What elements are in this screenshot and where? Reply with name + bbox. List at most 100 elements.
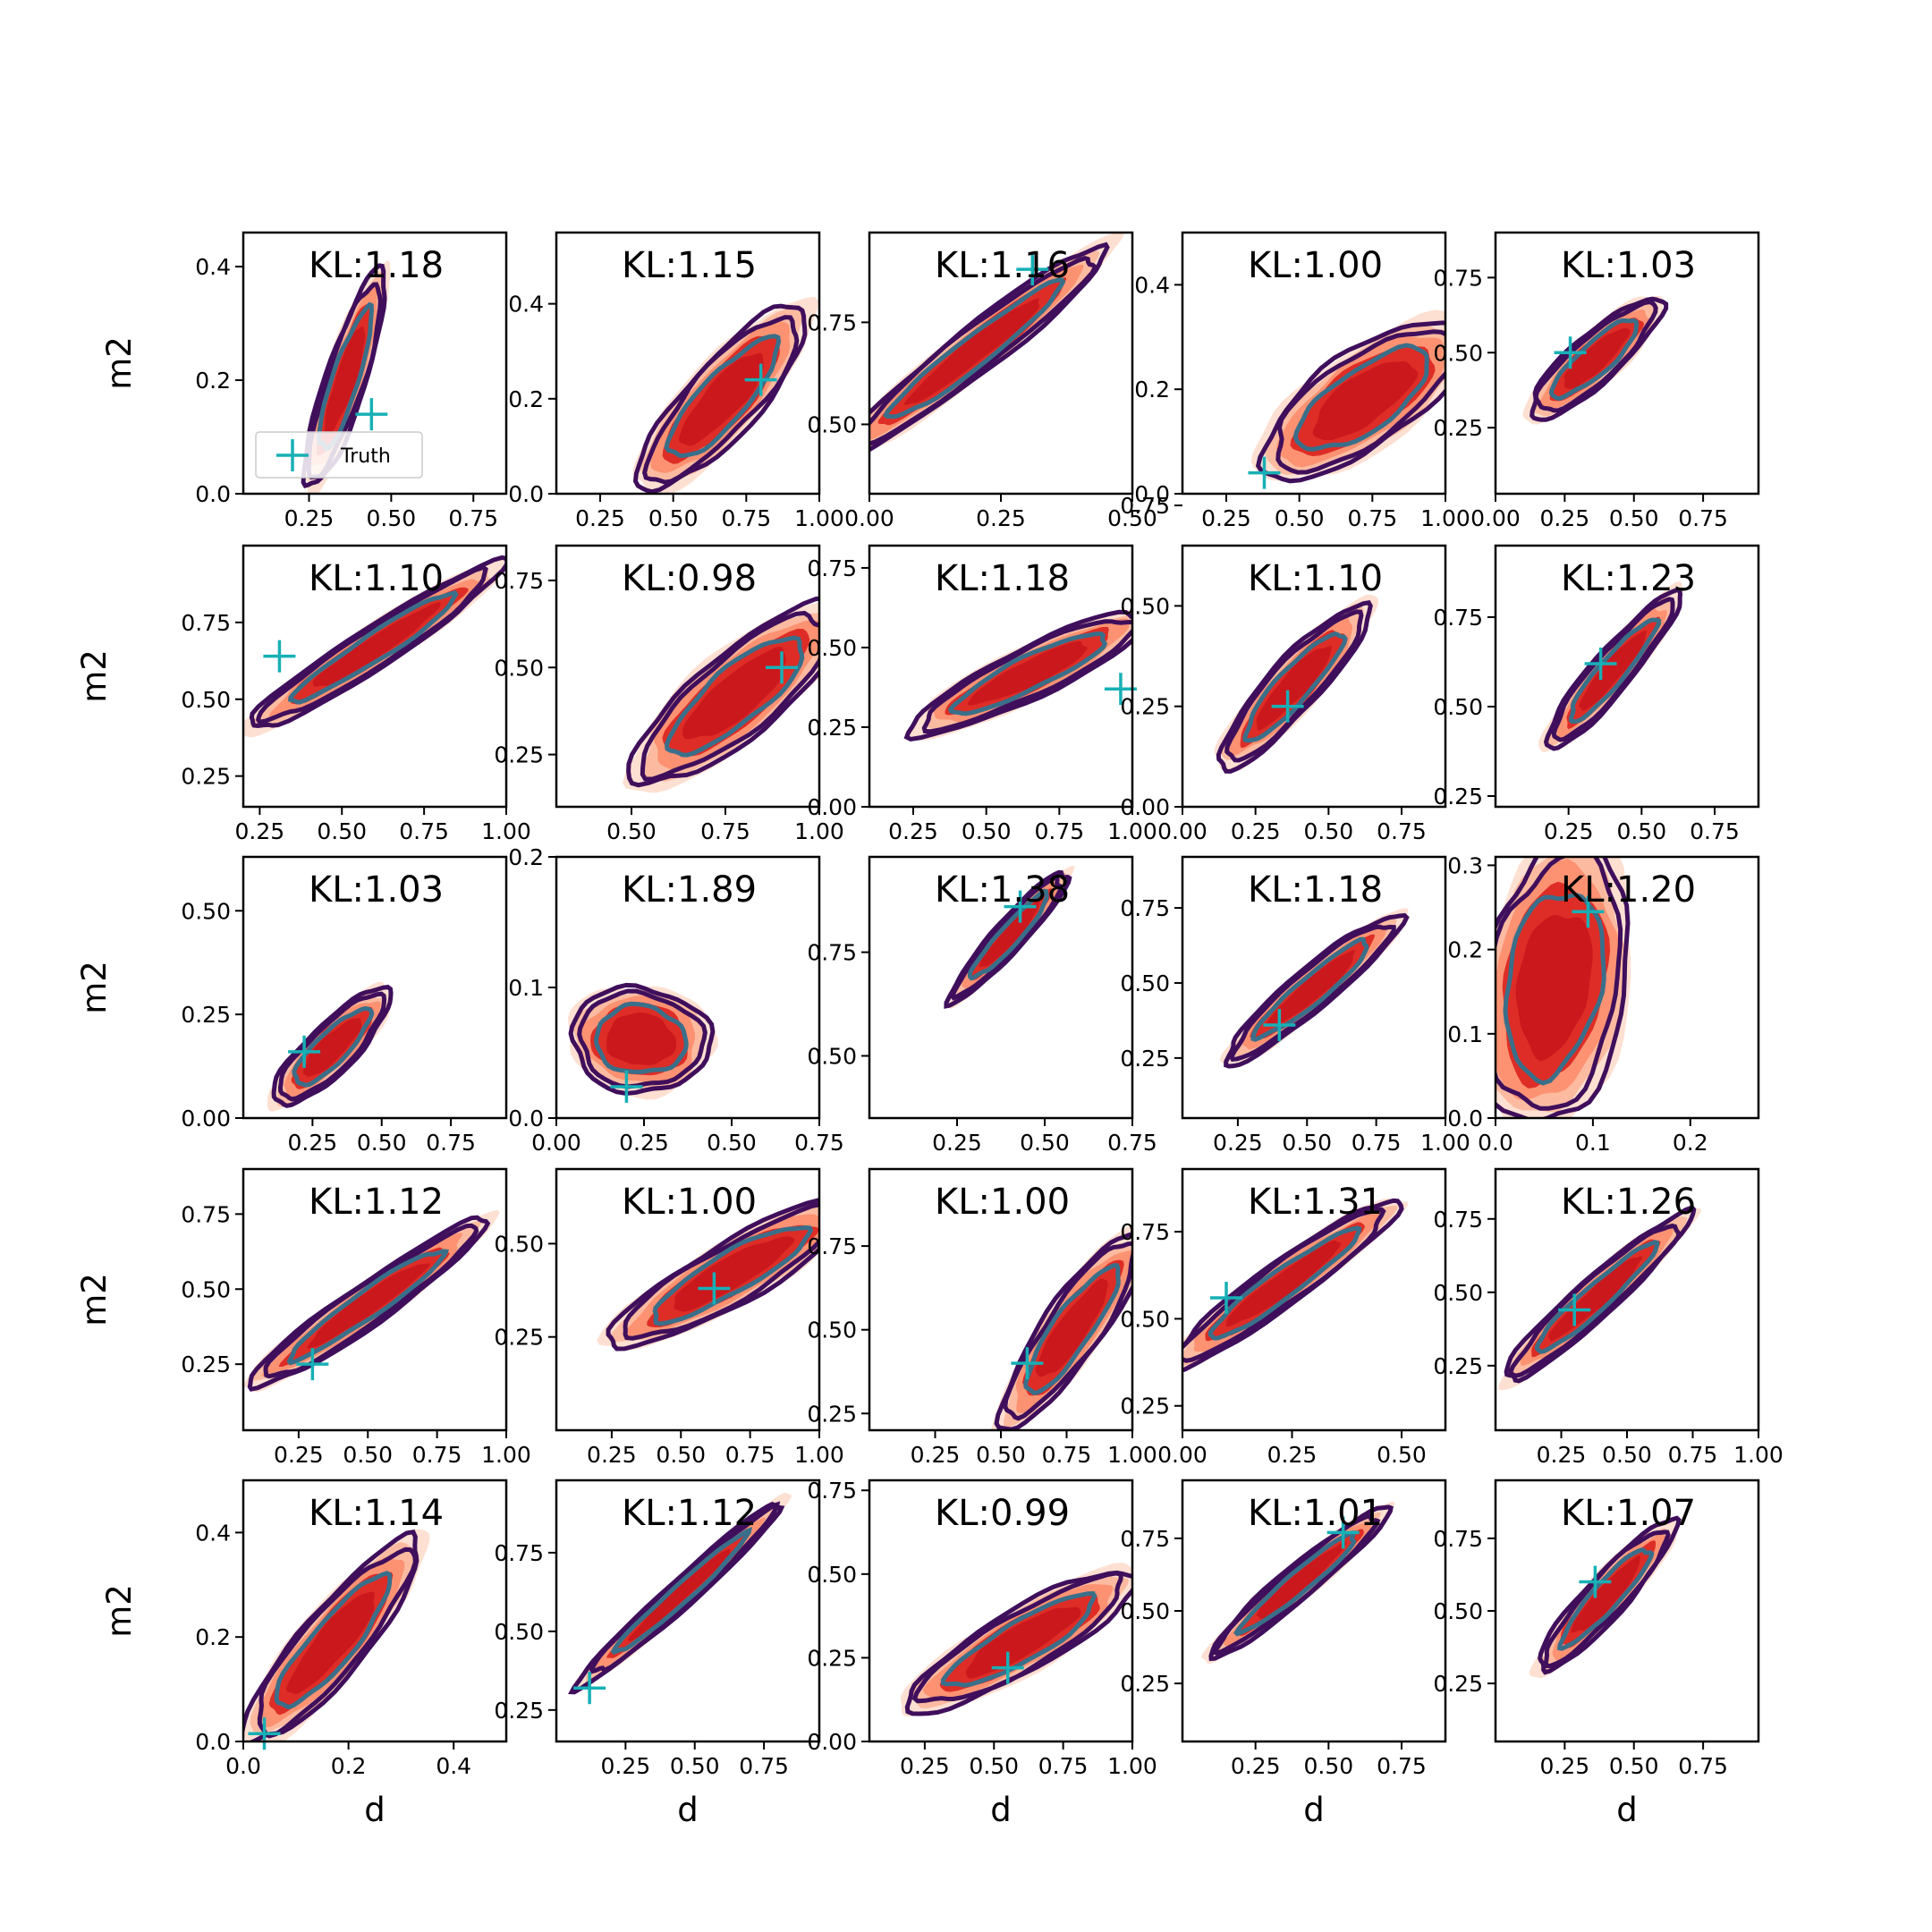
truth-marker	[610, 1070, 643, 1103]
density-level-5	[286, 1591, 375, 1695]
truth-marker	[1579, 1565, 1612, 1598]
x-tick-label: 0.75	[1038, 1753, 1089, 1779]
y-tick-label: 0.2	[1134, 377, 1170, 402]
truth-marker	[698, 1272, 731, 1305]
axes-frame	[1181, 1167, 1447, 1432]
x-tick-label: 0.50	[606, 818, 657, 844]
panel-2-4: 0.0 0.1 0.2 0.0 0.1 0.2 0.3 KL:1.20	[1447, 852, 1760, 1156]
x-tick-label: 1.00	[794, 505, 844, 531]
x-tick-label: 0.25	[900, 1753, 950, 1779]
axes-frame	[555, 1479, 821, 1743]
density-contours	[1498, 1205, 1702, 1391]
truth-marker	[1248, 456, 1281, 489]
panel-2-2: 0.25 0.50 0.75 0.50 0.75 KL:1.38	[807, 855, 1157, 1156]
y-tick-label: 0.25	[807, 715, 857, 741]
x-tick-label: 0.50	[1609, 505, 1659, 531]
x-tick-label: 0.75	[725, 1442, 775, 1468]
density-contours	[869, 233, 1124, 461]
contour-outer-2	[869, 255, 1098, 450]
y-tick-label: 0.25	[1433, 1353, 1483, 1379]
contour-outer-2	[1551, 597, 1675, 742]
contour-outer-2	[257, 1546, 418, 1739]
density-contours	[1529, 1515, 1682, 1679]
x-tick-label: 0.50	[1609, 1753, 1659, 1779]
x-tick-label: 0.4	[436, 1753, 471, 1779]
x-tick-label: 1.00	[1420, 1130, 1470, 1156]
contour-outer-1	[903, 609, 1132, 742]
y-tick-label: 0.75	[1433, 265, 1483, 291]
x-tick-label: 1.00	[1733, 1442, 1784, 1468]
contour-outer-2	[949, 875, 1063, 1001]
x-tick-label: 0.50	[656, 1442, 706, 1468]
density-level-5	[965, 1606, 1081, 1679]
y-tick-label: 0.00	[181, 1106, 231, 1131]
axes-frame	[1494, 855, 1760, 1120]
contour-outer-1	[1255, 320, 1445, 484]
y-tick-label: 0.75	[1120, 1219, 1170, 1245]
y-tick-label: 0.25	[1120, 1046, 1170, 1072]
truth-marker	[1572, 895, 1605, 928]
y-tick-label: 0.1	[1447, 1021, 1483, 1047]
x-tick-label: 0.75	[1034, 818, 1084, 844]
density-level-5	[627, 1548, 731, 1641]
kl-label: KL:1.00	[1248, 245, 1383, 286]
contour-outer-2	[263, 1223, 479, 1379]
x-tick-label: 0.75	[1042, 1442, 1092, 1468]
panel-1-1: 0.50 0.75 1.00 0.25 0.50 0.75 KL:0.98	[494, 544, 844, 844]
y-tick-label: 0.50	[807, 635, 857, 661]
y-tick-label: 0.25	[1120, 694, 1170, 720]
x-tick-label: 0.50	[367, 505, 417, 531]
contour-inner	[652, 1224, 814, 1326]
kl-label: KL:1.31	[1248, 1182, 1383, 1223]
contour-outer-1	[904, 1570, 1132, 1716]
contour-inner	[286, 1249, 450, 1366]
contour-inner	[274, 1571, 393, 1710]
x-tick-label: 1.00	[1107, 818, 1157, 844]
y-tick-label: 0.75	[807, 1233, 857, 1259]
density-level-5	[674, 1236, 795, 1312]
density-contours	[1522, 295, 1669, 425]
density-level-5	[1256, 646, 1332, 731]
contour-outer-2	[1496, 857, 1623, 1111]
y-tick-label: 0.75	[1433, 1207, 1483, 1233]
x-tick-label: 0.50	[1616, 818, 1666, 844]
kl-label: KL:1.89	[622, 869, 757, 911]
density-level-5	[302, 1018, 362, 1077]
contour-outer-1	[568, 1501, 785, 1695]
y-tick-label: 0.50	[1120, 593, 1170, 619]
panel-4-4: 0.25 0.50 0.75 0.25 0.50 0.75 KL:1.07 d	[1433, 1479, 1760, 1829]
axes-frame	[868, 1479, 1134, 1743]
x-tick-label: 0.75	[794, 1130, 844, 1156]
contour-inner	[610, 1527, 753, 1655]
y-tick-label: 0.00	[1120, 794, 1170, 820]
contour-outer-2	[1533, 299, 1658, 413]
x-tick-label: 1.00	[481, 1442, 531, 1468]
axes-frame	[868, 855, 1134, 1120]
kl-label: KL:1.14	[309, 1493, 444, 1534]
contour-inner	[1534, 1240, 1660, 1354]
y-tick-label: 0.50	[494, 655, 544, 681]
panel-4-0: 0.0 0.2 0.4 0.0 0.2 0.4 KL:1.14 m2 d	[100, 1479, 508, 1829]
contour-inner	[1242, 631, 1348, 743]
contour-inner	[940, 1591, 1097, 1688]
panel-0-0: 0.25 0.50 0.75 0.0 0.2 0.4 KL:1.18 m2 Truth	[100, 231, 508, 531]
x-axis-label: d	[1616, 1791, 1638, 1829]
density-contours	[944, 865, 1075, 1009]
kl-label: KL:1.38	[935, 869, 1070, 911]
density-level-5	[1547, 1256, 1643, 1342]
y-tick-label: 0.50	[1433, 1280, 1483, 1306]
x-tick-label: 0.25	[888, 818, 938, 844]
x-tick-label: 0.50	[1303, 818, 1353, 844]
contour-outer-1	[626, 596, 819, 788]
legend: Truth	[255, 431, 423, 479]
kl-label: KL:1.12	[622, 1493, 757, 1534]
contour-outer-2	[277, 991, 387, 1102]
x-tick-label: 0.2	[331, 1753, 367, 1779]
truth-marker	[744, 363, 777, 396]
y-tick-label: 0.75	[494, 1540, 544, 1566]
y-tick-label: 0.75	[807, 940, 857, 966]
y-tick-label: 0.50	[807, 1043, 857, 1069]
x-tick-label: 0.50	[357, 1130, 407, 1156]
kl-label: KL:1.23	[1561, 558, 1696, 599]
contour-outer-2	[1211, 1513, 1381, 1657]
